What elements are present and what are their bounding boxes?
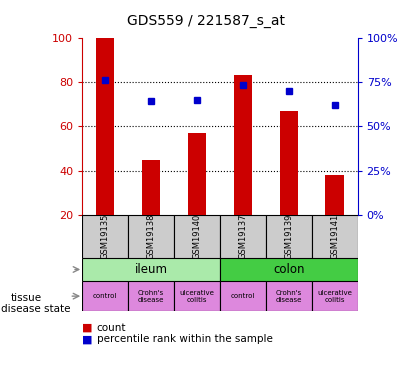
Text: GSM19135: GSM19135 <box>101 214 110 259</box>
Bar <box>220 281 266 311</box>
Text: GSM19141: GSM19141 <box>330 214 339 259</box>
Text: ulcerative
colitis: ulcerative colitis <box>180 290 215 303</box>
Bar <box>96 38 114 215</box>
Text: Crohn's
disease: Crohn's disease <box>275 290 302 303</box>
Bar <box>266 215 312 258</box>
Text: Crohn's
disease: Crohn's disease <box>138 290 164 303</box>
Bar <box>142 160 160 215</box>
Bar <box>220 258 358 281</box>
Text: ■: ■ <box>82 323 93 333</box>
Text: GDS559 / 221587_s_at: GDS559 / 221587_s_at <box>127 13 284 28</box>
Text: GSM19137: GSM19137 <box>238 214 247 260</box>
Bar <box>220 215 266 258</box>
Text: disease state: disease state <box>1 304 70 314</box>
Bar <box>279 111 298 215</box>
Bar <box>82 281 128 311</box>
Text: GSM19139: GSM19139 <box>284 214 293 259</box>
Text: ileum: ileum <box>134 263 168 276</box>
Bar <box>266 281 312 311</box>
Bar <box>128 281 174 311</box>
Bar <box>312 215 358 258</box>
Text: count: count <box>97 323 126 333</box>
Text: tissue: tissue <box>10 293 42 303</box>
Text: control: control <box>93 293 117 299</box>
Bar <box>128 215 174 258</box>
Text: ■: ■ <box>82 334 93 344</box>
Bar <box>326 175 344 215</box>
Text: GSM19138: GSM19138 <box>147 214 155 260</box>
Text: GSM19140: GSM19140 <box>192 214 201 259</box>
Text: percentile rank within the sample: percentile rank within the sample <box>97 334 272 344</box>
Bar <box>174 215 220 258</box>
Text: ulcerative
colitis: ulcerative colitis <box>317 290 352 303</box>
Bar <box>82 258 220 281</box>
Text: control: control <box>231 293 255 299</box>
Bar <box>174 281 220 311</box>
Bar <box>82 215 128 258</box>
Text: colon: colon <box>273 263 305 276</box>
Bar <box>312 281 358 311</box>
Bar <box>188 133 206 215</box>
Bar <box>233 75 252 215</box>
